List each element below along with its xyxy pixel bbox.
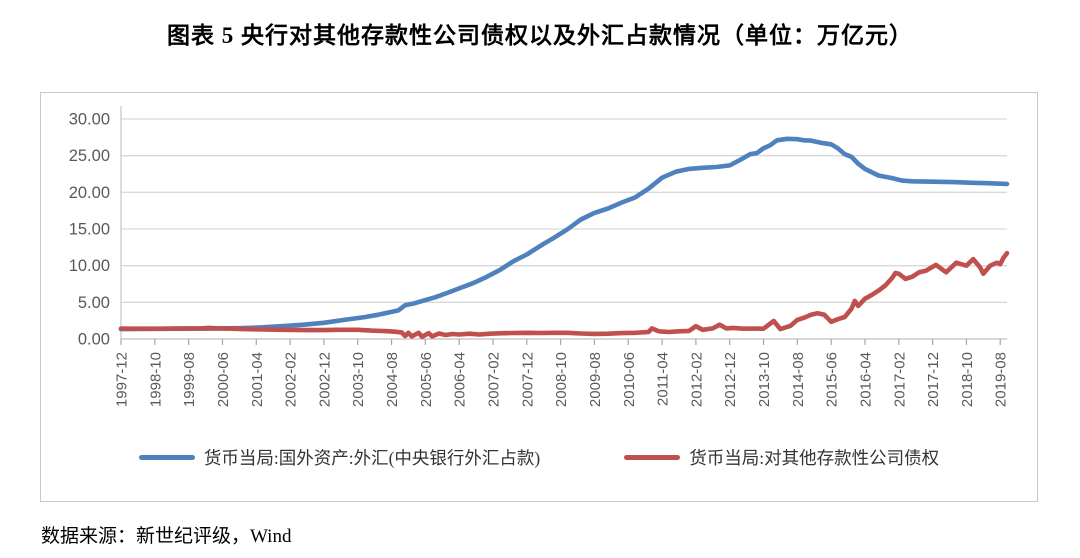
x-tick-label: 2002-12 <box>316 352 333 407</box>
x-tick-label: 2017-12 <box>925 352 942 407</box>
y-tick-label: 30.00 <box>69 111 110 129</box>
legend-label-fx-holdings: 货币当局:国外资产:外汇(中央银行外汇占款) <box>203 448 541 468</box>
fx-holdings-series-line <box>118 136 1010 332</box>
x-tick-label: 2010-06 <box>621 352 638 407</box>
x-tick-label: 2018-10 <box>959 352 976 407</box>
x-tick-label: 2000-06 <box>215 352 232 407</box>
y-tick-label: 0.00 <box>78 331 110 349</box>
x-tick-label: 2012-02 <box>688 352 705 407</box>
x-tick-label: 2007-12 <box>519 352 536 407</box>
chart-area: 0.00 5.00 10.00 15.00 20.00 25.00 30.00 1997-12… <box>40 92 1038 502</box>
y-tick-label: 10.00 <box>69 257 110 275</box>
y-tick-label: 15.00 <box>69 221 110 239</box>
odc-claims-series-line <box>118 250 1010 340</box>
x-tick-label: 2009-08 <box>587 352 604 407</box>
plot-canvas: 0.00 5.00 10.00 15.00 20.00 25.00 30.00 1997-12… <box>69 106 1010 407</box>
x-tick-label: 1999-08 <box>181 352 198 407</box>
x-tick-label: 1997-12 <box>114 352 131 407</box>
fx-holdings-line-swatch <box>138 455 195 460</box>
x-tick-label: 2001-04 <box>249 352 266 407</box>
x-tick-label: 2011-04 <box>655 352 672 406</box>
y-tick-label: 20.00 <box>69 184 110 202</box>
x-tick-label: 2012-12 <box>722 352 739 407</box>
x-tick-label: 2015-06 <box>824 352 841 407</box>
y-tick-label: 25.00 <box>69 147 110 165</box>
x-tick-label: 2013-10 <box>756 352 773 407</box>
x-tick-label: 2008-10 <box>553 352 570 407</box>
y-tick-label: 5.00 <box>78 294 110 312</box>
x-tick-label: 2007-02 <box>485 352 502 407</box>
x-tick-label: 2017-02 <box>891 352 908 407</box>
x-tick-label: 2005-06 <box>418 352 435 407</box>
x-tick-label: 2004-08 <box>384 352 401 407</box>
x-tick-label: 2002-02 <box>283 352 300 407</box>
data-source-caption: 数据来源：新世纪评级，Wind <box>41 526 292 547</box>
x-tick-label: 2014-08 <box>790 352 807 407</box>
x-tick-label: 2016-04 <box>857 352 874 407</box>
legend-item-fx-holdings: 货币当局:国外资产:外汇(中央银行外汇占款) <box>138 445 541 470</box>
odc-claims-line-swatch <box>624 455 681 460</box>
legend: 货币当局:国外资产:外汇(中央银行外汇占款) 货币当局:对其他存款性公司债权 <box>41 445 1037 470</box>
x-tick-label: 2019-08 <box>993 352 1010 407</box>
legend-label-odc-claims: 货币当局:对其他存款性公司债权 <box>689 448 940 468</box>
x-tick-label: 1998-10 <box>147 352 164 407</box>
legend-item-odc-claims: 货币当局:对其他存款性公司债权 <box>624 445 939 470</box>
x-tick-label: 2003-10 <box>350 352 367 407</box>
x-tick-label: 2006-04 <box>452 352 469 407</box>
chart-title: 图表 5 央行对其他存款性公司债权以及外汇占款情况（单位：万亿元） <box>167 23 913 48</box>
